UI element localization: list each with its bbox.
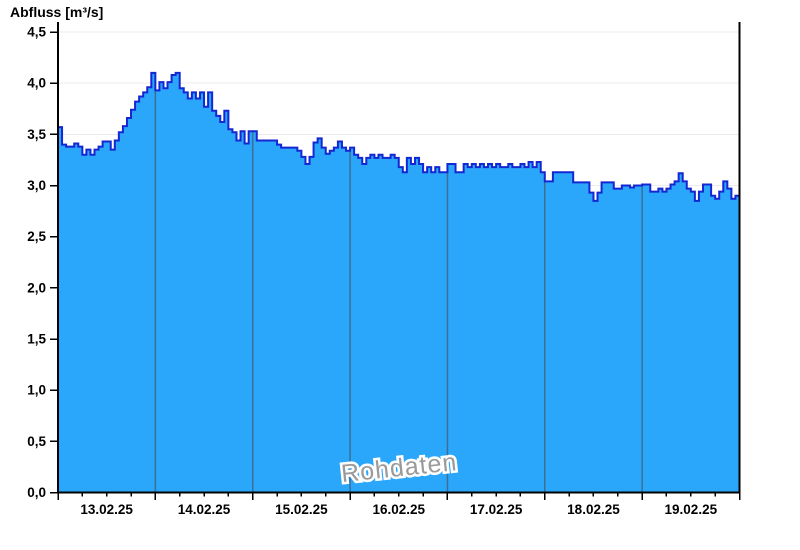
y-tick-label: 1,5 [27, 332, 46, 347]
x-tick-label: 16.02.25 [372, 502, 425, 517]
discharge-area-fill [58, 72, 740, 493]
y-tick-label: 2,0 [27, 280, 46, 295]
y-tick-label: 4,0 [27, 76, 46, 91]
y-tick-label: 1,0 [27, 383, 46, 398]
x-tick-label: 15.02.25 [275, 502, 328, 517]
y-tick-label: 0,5 [27, 434, 46, 449]
y-tick-label: 3,5 [27, 127, 46, 142]
x-tick-label: 13.02.25 [80, 502, 133, 517]
x-tick-label: 14.02.25 [178, 502, 231, 517]
x-tick-label: 18.02.25 [567, 502, 620, 517]
y-tick-label: 3,0 [27, 178, 46, 193]
y-axis-title: Abfluss [m³/s] [10, 4, 104, 20]
y-tick-label: 0,0 [27, 485, 46, 500]
x-tick-label: 17.02.25 [470, 502, 523, 517]
x-tick-label: 19.02.25 [665, 502, 718, 517]
y-tick-label: 2,5 [27, 229, 46, 244]
y-tick-label: 4,5 [27, 25, 46, 40]
discharge-step-outline [58, 71, 740, 202]
